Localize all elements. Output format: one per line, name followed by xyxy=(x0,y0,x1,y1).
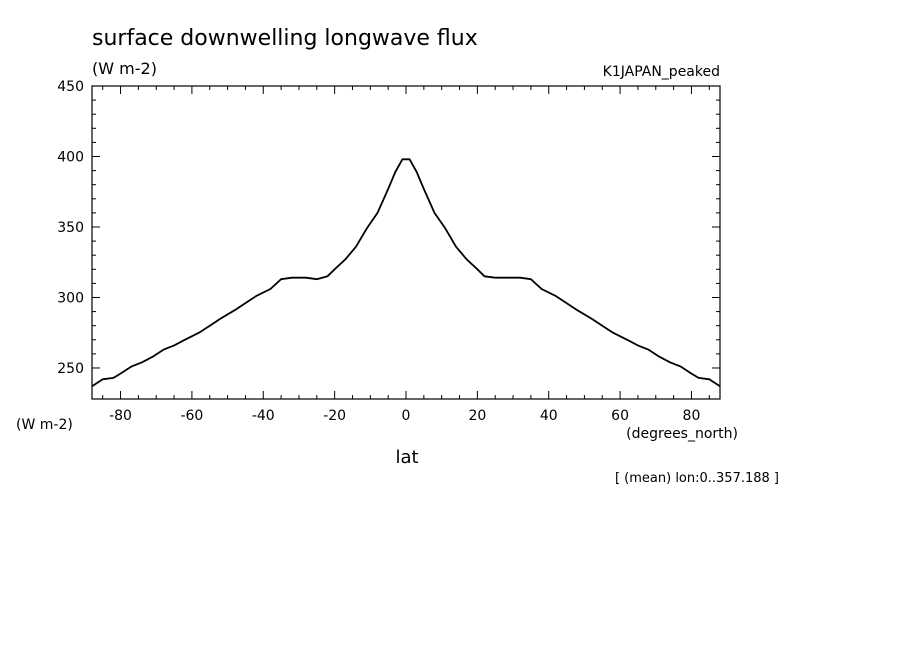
x-axis: -80 -60 -40 -20 0 20 40 60 80 xyxy=(102,86,710,424)
x-tick-label: 80 xyxy=(683,408,701,424)
x-tick-label: 0 xyxy=(402,408,411,424)
series-line xyxy=(91,158,721,388)
series-group xyxy=(91,158,721,388)
x-axis-units: (degrees_north) xyxy=(626,426,738,442)
y-tick-label: 300 xyxy=(57,290,84,306)
y-tick-label: 450 xyxy=(57,79,84,95)
x-tick-label: -60 xyxy=(180,408,203,424)
y-tick-label: 250 xyxy=(57,361,84,377)
y-tick-label: 400 xyxy=(57,149,84,165)
x-tick-label: 60 xyxy=(611,408,629,424)
x-tick-label: -20 xyxy=(323,408,346,424)
x-tick-label: 40 xyxy=(540,408,558,424)
x-tick-label: -40 xyxy=(252,408,275,424)
x-tick-label: 20 xyxy=(468,408,486,424)
x-axis-label: lat xyxy=(395,447,418,468)
plot-frame xyxy=(91,85,721,400)
averaging-note: [ (mean) lon:0..357.188 ] xyxy=(615,471,779,486)
y-axis: 250 300 350 400 450 xyxy=(57,79,720,377)
chart-units: (W m-2) xyxy=(92,59,157,78)
chart-title: surface downwelling longwave flux xyxy=(92,26,478,51)
y-tick-label: 350 xyxy=(57,220,84,236)
y-axis-units: (W m-2) xyxy=(16,417,73,433)
x-tick-label: -80 xyxy=(109,408,132,424)
run-label: K1JAPAN_peaked xyxy=(603,64,720,80)
